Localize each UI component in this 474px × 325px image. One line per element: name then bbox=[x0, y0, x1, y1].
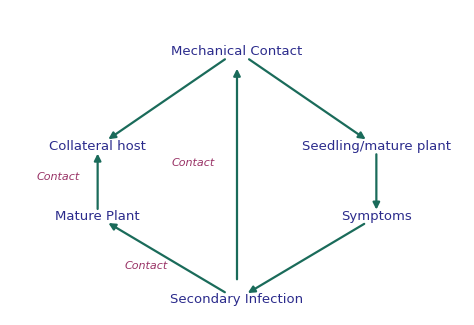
Text: Mature Plant: Mature Plant bbox=[55, 210, 140, 223]
Text: Contact: Contact bbox=[171, 158, 215, 167]
Text: Secondary Infection: Secondary Infection bbox=[171, 293, 303, 306]
Text: Symptoms: Symptoms bbox=[341, 210, 412, 223]
Text: Contact: Contact bbox=[36, 172, 80, 182]
Text: Contact: Contact bbox=[125, 261, 168, 271]
Text: Collateral host: Collateral host bbox=[49, 140, 146, 153]
Text: Seedling/mature plant: Seedling/mature plant bbox=[302, 140, 451, 153]
Text: Mechanical Contact: Mechanical Contact bbox=[172, 45, 302, 58]
